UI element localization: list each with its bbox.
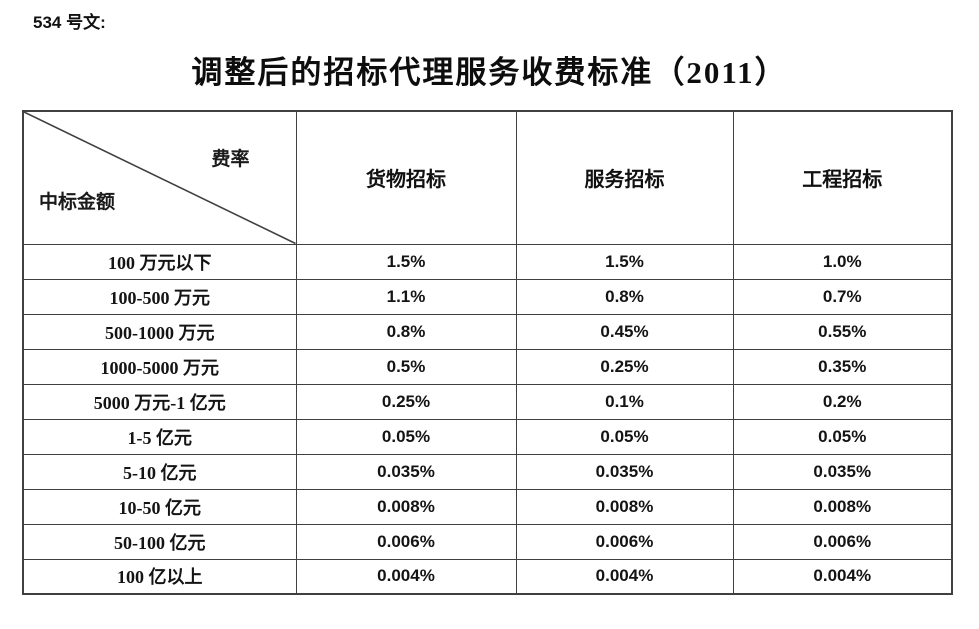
- amount-range-cell: 50-100 亿元: [22, 523, 297, 560]
- rate-cell: 0.035%: [515, 453, 734, 490]
- rate-cell: 0.006%: [295, 523, 517, 560]
- column-header-service: 服务招标: [515, 110, 734, 245]
- amount-range-cell: 10-50 亿元: [22, 488, 297, 525]
- rate-cell: 0.35%: [732, 348, 953, 385]
- rate-cell: 0.25%: [515, 348, 734, 385]
- amount-range-cell: 5000 万元-1 亿元: [22, 383, 297, 420]
- rate-cell: 1.5%: [295, 243, 517, 280]
- rate-cell: 0.006%: [515, 523, 734, 560]
- rate-cell: 0.05%: [732, 418, 953, 455]
- rate-cell: 1.5%: [515, 243, 734, 280]
- rate-cell: 0.004%: [295, 558, 517, 595]
- amount-range-cell: 100 亿以上: [22, 558, 297, 595]
- rate-cell: 0.008%: [515, 488, 734, 525]
- rate-cell: 0.004%: [515, 558, 734, 595]
- rate-cell: 0.5%: [295, 348, 517, 385]
- table-row: 50-100 亿元 0.006% 0.006% 0.006%: [22, 523, 953, 560]
- column-header-goods: 货物招标: [295, 110, 517, 245]
- amount-range-cell: 500-1000 万元: [22, 313, 297, 350]
- rate-cell: 0.05%: [295, 418, 517, 455]
- rate-cell: 0.55%: [732, 313, 953, 350]
- column-header-engineering: 工程招标: [732, 110, 953, 245]
- table-header-row: 费率 中标金额 货物招标 服务招标 工程招标: [22, 110, 953, 245]
- rate-cell: 0.035%: [732, 453, 953, 490]
- table-row: 500-1000 万元 0.8% 0.45% 0.55%: [22, 313, 953, 350]
- amount-range-cell: 5-10 亿元: [22, 453, 297, 490]
- rate-cell: 0.004%: [732, 558, 953, 595]
- table-row: 100-500 万元 1.1% 0.8% 0.7%: [22, 278, 953, 315]
- rate-cell: 0.25%: [295, 383, 517, 420]
- diagonal-line: [24, 112, 296, 244]
- rate-cell: 0.008%: [732, 488, 953, 525]
- table-row: 10-50 亿元 0.008% 0.008% 0.008%: [22, 488, 953, 525]
- amount-range-cell: 1000-5000 万元: [22, 348, 297, 385]
- diagonal-corner-cell: 费率 中标金额: [22, 110, 297, 245]
- rate-cell: 1.1%: [295, 278, 517, 315]
- amount-range-cell: 100 万元以下: [22, 243, 297, 280]
- rate-cell: 0.05%: [515, 418, 734, 455]
- amount-range-cell: 1-5 亿元: [22, 418, 297, 455]
- doc-number-label: 534 号文:: [33, 13, 106, 32]
- rate-cell: 0.006%: [732, 523, 953, 560]
- table-row: 1000-5000 万元 0.5% 0.25% 0.35%: [22, 348, 953, 385]
- table-row: 100 万元以下 1.5% 1.5% 1.0%: [22, 243, 953, 280]
- rate-cell: 0.008%: [295, 488, 517, 525]
- rate-cell: 0.035%: [295, 453, 517, 490]
- table-row: 100 亿以上 0.004% 0.004% 0.004%: [22, 558, 953, 595]
- table-row: 5000 万元-1 亿元 0.25% 0.1% 0.2%: [22, 383, 953, 420]
- amount-range-cell: 100-500 万元: [22, 278, 297, 315]
- rate-cell: 0.7%: [732, 278, 953, 315]
- table-row: 1-5 亿元 0.05% 0.05% 0.05%: [22, 418, 953, 455]
- table-row: 5-10 亿元 0.035% 0.035% 0.035%: [22, 453, 953, 490]
- rate-cell: 0.8%: [515, 278, 734, 315]
- page-title: 调整后的招标代理服务收费标准（2011）: [191, 55, 788, 90]
- rate-cell: 0.2%: [732, 383, 953, 420]
- corner-label-amount: 中标金额: [39, 191, 116, 213]
- rate-cell: 0.1%: [515, 383, 734, 420]
- rate-cell: 1.0%: [732, 243, 953, 280]
- fee-table: 费率 中标金额 货物招标 服务招标 工程招标 100 万元以下 1.5% 1.5…: [22, 110, 953, 595]
- rate-cell: 0.45%: [515, 313, 734, 350]
- rate-cell: 0.8%: [295, 313, 517, 350]
- corner-label-rate: 费率: [211, 149, 250, 170]
